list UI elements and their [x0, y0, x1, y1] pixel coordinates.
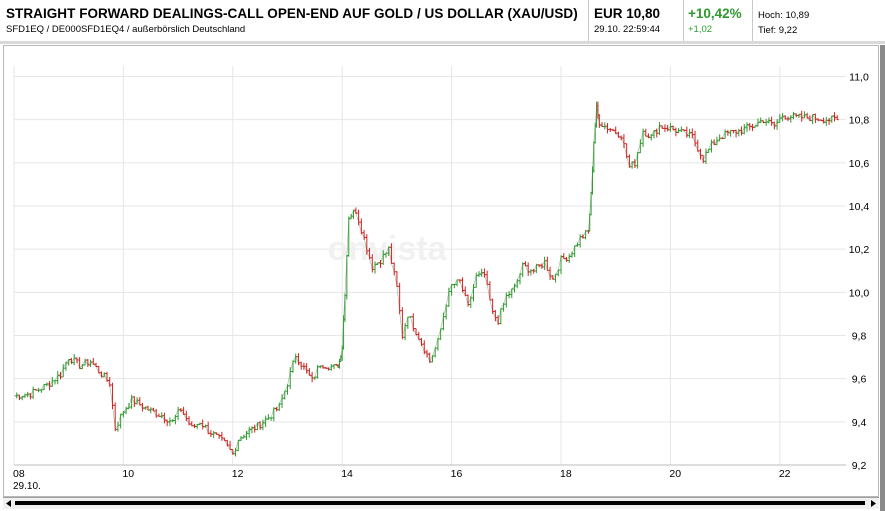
price-timestamp: 29.10. 22:59:44: [594, 24, 661, 35]
x-tick-label: 12: [232, 468, 244, 480]
x-tick-label: 22: [779, 468, 791, 480]
price-chart[interactable]: onvista 11,0 10,8 10,6 10,4 10,2 10,0 9,8 9,6 9,4…: [4, 46, 878, 496]
watermark-text: onvista: [327, 230, 447, 268]
x-tick-label: 14: [341, 468, 353, 480]
day-low: Tief: 9,22: [758, 25, 798, 36]
change-absolute: +1,02: [688, 24, 713, 35]
quote-header: STRAIGHT FORWARD DEALINGS-CALL OPEN-END …: [0, 0, 885, 42]
y-tick-label: 9,4: [852, 417, 867, 429]
x-tick-label: 08: [13, 468, 25, 480]
day-high: Hoch: 10,89: [758, 10, 810, 21]
price-cell: EUR 10,80 29.10. 22:59:44: [589, 0, 684, 41]
y-tick-label: 11,0: [849, 71, 869, 83]
chart-area[interactable]: onvista 11,0 10,8 10,6 10,4 10,2 10,0 9,8 9,6 9,4…: [3, 45, 879, 497]
instrument-cell: STRAIGHT FORWARD DEALINGS-CALL OPEN-END …: [0, 0, 589, 41]
y-tick-label: 9,6: [852, 374, 867, 386]
x-tick-label: 18: [560, 468, 572, 480]
scroll-thumb[interactable]: [15, 501, 865, 505]
x-tick-label: 10: [122, 468, 134, 480]
y-tick-label: 10,2: [849, 244, 870, 256]
y-tick-label: 10,6: [849, 158, 870, 170]
header-divider: [0, 41, 885, 44]
change-cell: +10,42% +1,02: [684, 0, 753, 41]
instrument-title: STRAIGHT FORWARD DEALINGS-CALL OPEN-END …: [6, 6, 578, 21]
x-tick-label: 20: [669, 468, 681, 480]
y-tick-label: 10,8: [849, 115, 870, 127]
range-cell: Hoch: 10,89 Tief: 9,22: [753, 0, 885, 41]
x-date-label: 29.10.: [13, 481, 41, 492]
price-line: [13, 105, 838, 455]
change-percent: +10,42%: [688, 6, 742, 21]
y-tick-label: 10,4: [849, 201, 870, 213]
scroll-left-icon[interactable]: [4, 499, 13, 508]
scroll-right-icon[interactable]: [869, 499, 878, 508]
instrument-subtitle: SFD1EQ / DE000SFD1EQ4 / außerbörslich De…: [6, 24, 246, 35]
y-tick-label: 9,2: [852, 460, 867, 472]
y-tick-label: 10,0: [849, 287, 870, 299]
x-tick-label: 16: [451, 468, 463, 480]
chart-scrollbar[interactable]: [3, 497, 879, 509]
y-tick-label: 9,8: [852, 330, 867, 342]
right-scrollbar[interactable]: [880, 45, 885, 511]
last-price: EUR 10,80: [594, 6, 661, 21]
